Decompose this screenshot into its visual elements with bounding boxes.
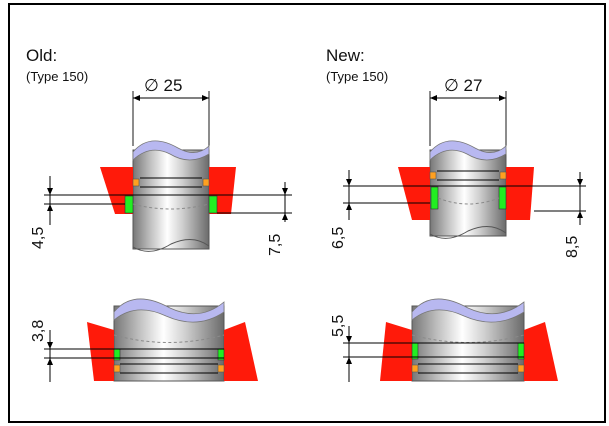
old-top-left-dim-label: 4,5 [30, 227, 47, 249]
old-top-right-dimension: 7,5 [206, 182, 292, 256]
new-diameter-dimension: ∅ 27 [429, 76, 507, 146]
new-top-backup-ring-left [429, 171, 437, 180]
new-top-assembly [398, 140, 534, 239]
new-bottom-housing-right [524, 322, 558, 381]
old-panel: Old: (Type 150) ∅ 25 [26, 46, 292, 382]
new-bottom-dimension: 5,5 [330, 315, 524, 382]
old-diameter-label: ∅ 25 [144, 76, 182, 95]
new-panel: New: (Type 150) ∅ 27 [326, 46, 586, 382]
new-bottom-backup-ring-right [517, 364, 525, 373]
new-top-o-ring-right [498, 186, 507, 210]
new-top-shaft-end-face [429, 140, 507, 161]
old-bottom-housing-right [224, 322, 258, 381]
old-bottom-dim-label: 3,8 [30, 320, 47, 342]
old-title: Old: [26, 46, 57, 65]
old-bottom-shaft-end-face [113, 298, 225, 323]
old-bottom-assembly [87, 298, 258, 382]
new-title: New: [326, 46, 365, 65]
new-top-right-dimension: 8,5 [506, 172, 586, 258]
new-top-shaft [429, 149, 507, 237]
old-top-o-ring-left [124, 195, 134, 214]
old-bottom-backup-ring-right [217, 364, 225, 373]
old-diameter-dimension: ∅ 25 [132, 76, 210, 146]
old-top-o-ring-right [208, 195, 218, 214]
old-top-backup-ring-right [202, 178, 210, 187]
new-top-housing-left [398, 167, 430, 220]
new-top-left-dimension: 6,5 [330, 170, 512, 249]
new-top-housing-right [506, 167, 534, 220]
old-subtitle: (Type 150) [26, 69, 88, 84]
new-bottom-assembly [380, 298, 558, 382]
new-bottom-backup-ring-left [411, 364, 419, 373]
new-bottom-shaft-end-face [411, 298, 525, 323]
old-top-right-dim-label: 7,5 [267, 234, 284, 256]
old-top-left-dimension: 4,5 [30, 176, 215, 249]
old-top-assembly [100, 140, 236, 252]
new-top-backup-ring-right [499, 171, 507, 180]
new-diameter-label: ∅ 27 [444, 76, 482, 95]
new-top-left-dim-label: 6,5 [330, 227, 347, 249]
old-bottom-dimension: 3,8 [30, 320, 224, 382]
old-top-shaft [132, 149, 210, 250]
old-top-backup-ring-left [132, 178, 140, 187]
new-top-o-ring-left [430, 186, 439, 210]
new-bottom-dim-label: 5,5 [330, 315, 347, 337]
old-bottom-housing-left [87, 322, 114, 381]
old-top-shaft-end-face [132, 140, 210, 161]
new-subtitle: (Type 150) [326, 69, 388, 84]
new-bottom-housing-left [380, 322, 412, 381]
new-top-right-dim-label: 8,5 [564, 236, 581, 258]
old-bottom-backup-ring-left [113, 364, 121, 373]
